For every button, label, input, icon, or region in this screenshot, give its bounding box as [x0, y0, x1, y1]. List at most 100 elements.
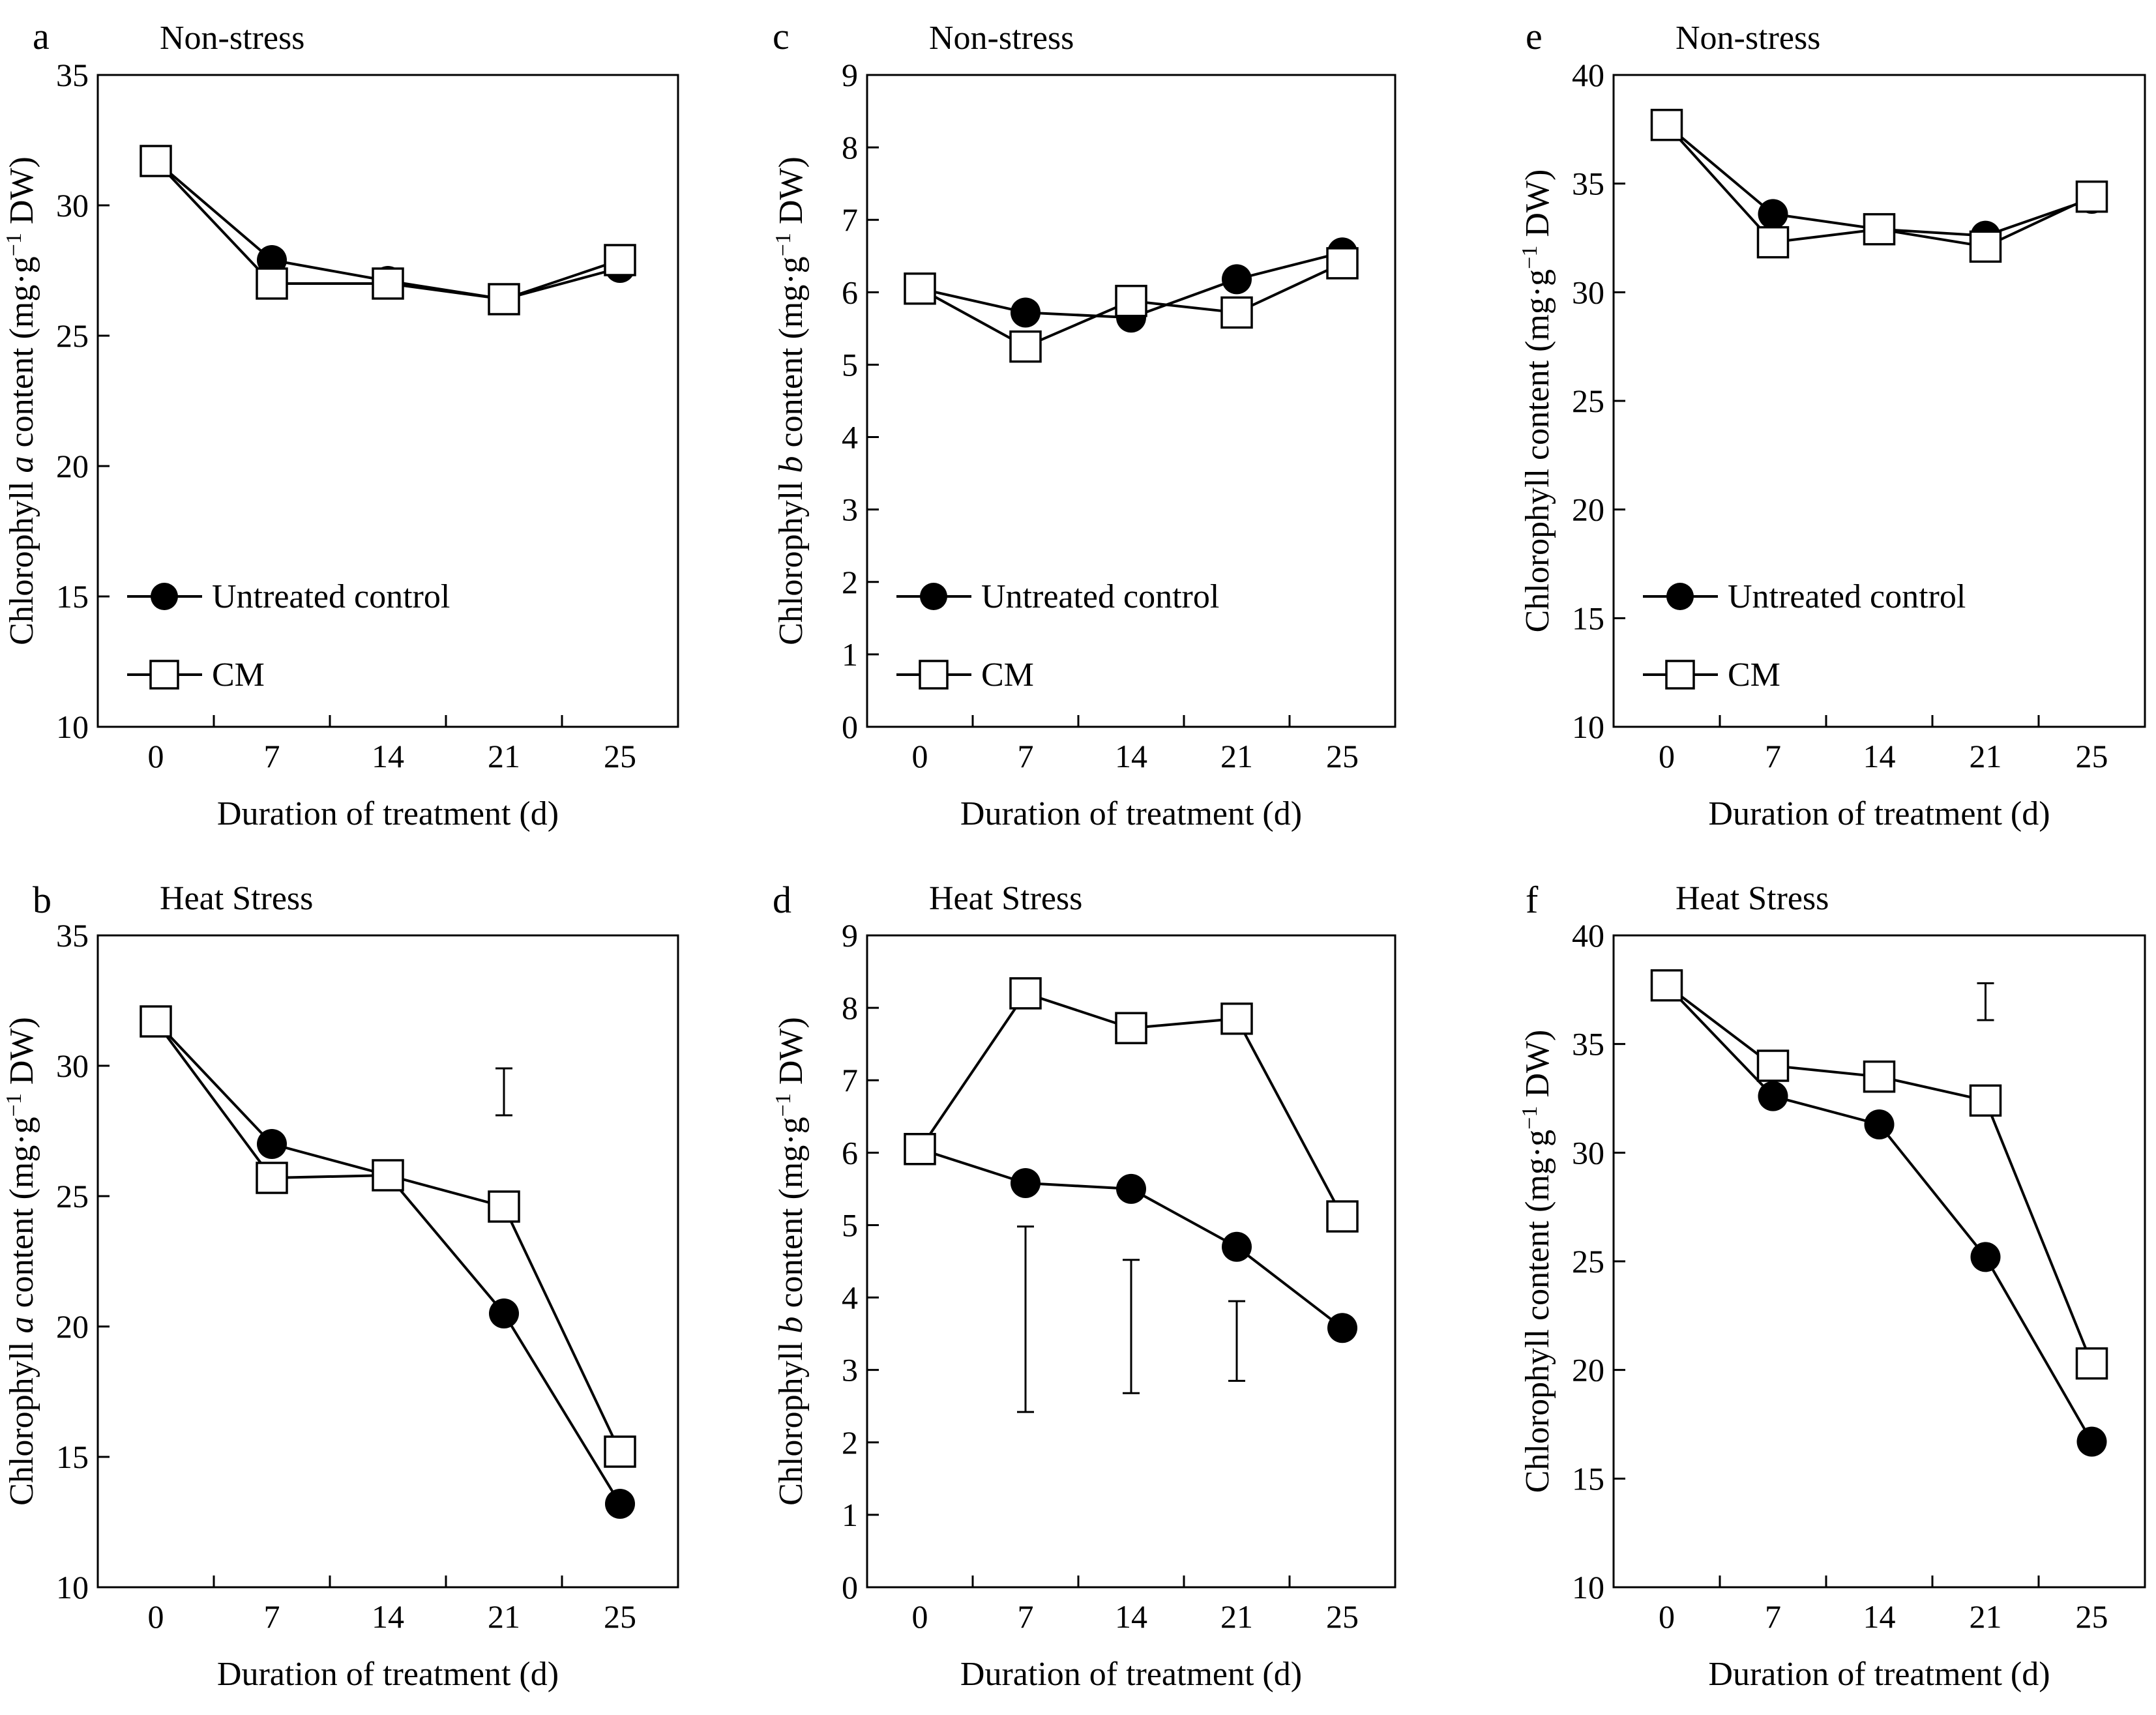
data-point-square [1115, 1012, 1147, 1044]
y-axis-title-part: content (mg·g [773, 256, 810, 456]
y-tick-label: 35 [56, 917, 89, 954]
data-point-square [1650, 969, 1683, 1002]
y-axis-title-part: Chlorophyll content (mg·g [1519, 1130, 1556, 1493]
x-axis-title: Duration of treatment (d) [960, 1656, 1302, 1693]
panel-letter: e [1526, 15, 1543, 57]
data-point-square [1220, 1003, 1253, 1035]
panel-letter: c [773, 15, 790, 57]
y-axis-title-part: DW) [3, 156, 40, 233]
data-point-square [604, 244, 636, 276]
x-tick-label: 21 [1970, 738, 2002, 774]
y-tick-label: 30 [1572, 274, 1604, 310]
data-point-square [904, 272, 936, 305]
y-axis-title-part: DW) [773, 1017, 810, 1093]
y-tick-label: 15 [56, 1439, 89, 1475]
y-tick-label: 6 [842, 274, 858, 310]
data-point-circle [605, 1489, 635, 1519]
data-point-square [1009, 977, 1042, 1010]
data-point-square [1969, 230, 2002, 263]
legend-marker-square [149, 660, 179, 690]
x-tick-label: 25 [604, 1598, 636, 1635]
y-tick-label: 9 [842, 57, 858, 93]
y-axis-title: Chlorophyll content (mg·g−1 DW) [1518, 169, 1557, 633]
y-tick-label: 2 [842, 564, 858, 600]
data-point-circle [1758, 1081, 1788, 1111]
panel-f: f Heat Stress 10 15 20 25 30 35 40 0 7 14 21 25 Durati… [1518, 879, 2146, 1693]
panel-title: Non-stress [929, 20, 1074, 57]
x-axis-title: Duration of treatment (d) [1708, 795, 2050, 832]
y-axis-title-part: Chlorophyll [773, 473, 810, 645]
y-tick-label: 25 [56, 1178, 89, 1214]
y-axis-title-part: −1 [2, 1093, 26, 1117]
x-tick-label: 21 [1220, 738, 1253, 774]
data-point-square [1863, 1060, 1896, 1093]
x-tick-label: 21 [1970, 1598, 2002, 1635]
x-tick-label: 7 [1765, 738, 1781, 774]
data-point-square [2075, 1347, 2108, 1380]
data-point-square [1650, 108, 1683, 141]
x-tick-label: 14 [1863, 738, 1896, 774]
panel-title: Heat Stress [929, 880, 1082, 917]
y-axis-title-part: −1 [2, 233, 26, 256]
data-point-circle [489, 1298, 519, 1328]
y-axis-title: Chlorophyll b content (mg·g−1 DW) [771, 156, 810, 645]
y-tick-label: 7 [842, 1062, 858, 1098]
x-tick-label: 25 [2076, 738, 2108, 774]
x-tick-label: 0 [148, 1598, 164, 1635]
data-point-square [1756, 1049, 1790, 1082]
data-point-circle [1758, 199, 1788, 229]
x-tick-label: 25 [604, 738, 636, 774]
y-axis-title-part: DW) [1519, 169, 1556, 246]
panel-title: Heat Stress [1676, 880, 1829, 917]
y-tick-label: 6 [842, 1134, 858, 1171]
data-point-square [1326, 1200, 1359, 1233]
y-axis-title-part: DW) [3, 1017, 40, 1093]
y-tick-label: 4 [842, 1280, 858, 1316]
y-tick-label: 35 [1572, 1026, 1604, 1063]
x-tick-label: 14 [372, 738, 404, 774]
legend-marker-square [919, 660, 949, 690]
y-tick-label: 8 [842, 129, 858, 166]
y-tick-label: 25 [1572, 383, 1604, 419]
y-tick-label: 40 [1572, 57, 1604, 93]
y-axis-title-part: Chlorophyll [773, 1333, 810, 1505]
y-axis-title-part: Chlorophyll content (mg·g [1519, 269, 1556, 632]
y-tick-label: 1 [842, 636, 858, 673]
y-tick-label: 20 [1572, 1352, 1604, 1388]
y-axis-title-part: DW) [1519, 1030, 1556, 1106]
legend-marker-circle [151, 583, 178, 610]
data-point-square [140, 145, 172, 177]
data-point-circle [257, 1129, 287, 1159]
legend-label: Untreated control [1728, 578, 1966, 615]
y-tick-label: 20 [56, 1308, 89, 1345]
data-point-square [1220, 296, 1253, 329]
data-point-circle [1970, 1242, 2001, 1272]
x-tick-label: 0 [912, 738, 928, 774]
panel-letter: b [33, 879, 52, 921]
legend-label: CM [1728, 656, 1780, 694]
data-point-square [1969, 1084, 2002, 1117]
y-axis-title-part: DW) [773, 156, 810, 233]
data-point-square [140, 1005, 172, 1038]
y-axis-title: Chlorophyll b content (mg·g−1 DW) [771, 1017, 810, 1506]
y-tick-label: 2 [842, 1424, 858, 1461]
y-axis-title-part: −1 [771, 1093, 795, 1117]
panel-c: c Non-stress 0 1 2 3 4 5 6 7 8 9 0 7 14 21 25 Duration of… [771, 15, 1396, 832]
data-point-square [1756, 226, 1790, 259]
series-line [1666, 984, 2093, 1443]
y-tick-label: 5 [842, 1207, 858, 1243]
y-tick-label: 30 [56, 187, 89, 224]
y-tick-label: 9 [842, 917, 858, 954]
y-tick-label: 15 [56, 578, 89, 615]
panel-d: d Heat Stress 0 1 2 3 4 5 6 7 8 9 0 7 14 21 25 Duration o… [771, 879, 1396, 1693]
x-tick-label: 14 [1115, 738, 1147, 774]
plot-frame [866, 74, 1396, 728]
data-point-square [488, 283, 520, 315]
data-point-circle [1011, 1168, 1041, 1198]
x-tick-label: 21 [488, 1598, 520, 1635]
y-tick-label: 15 [1572, 1460, 1604, 1497]
x-tick-label: 14 [372, 1598, 404, 1635]
x-tick-label: 14 [1115, 1598, 1147, 1635]
y-tick-label: 30 [1572, 1134, 1604, 1171]
